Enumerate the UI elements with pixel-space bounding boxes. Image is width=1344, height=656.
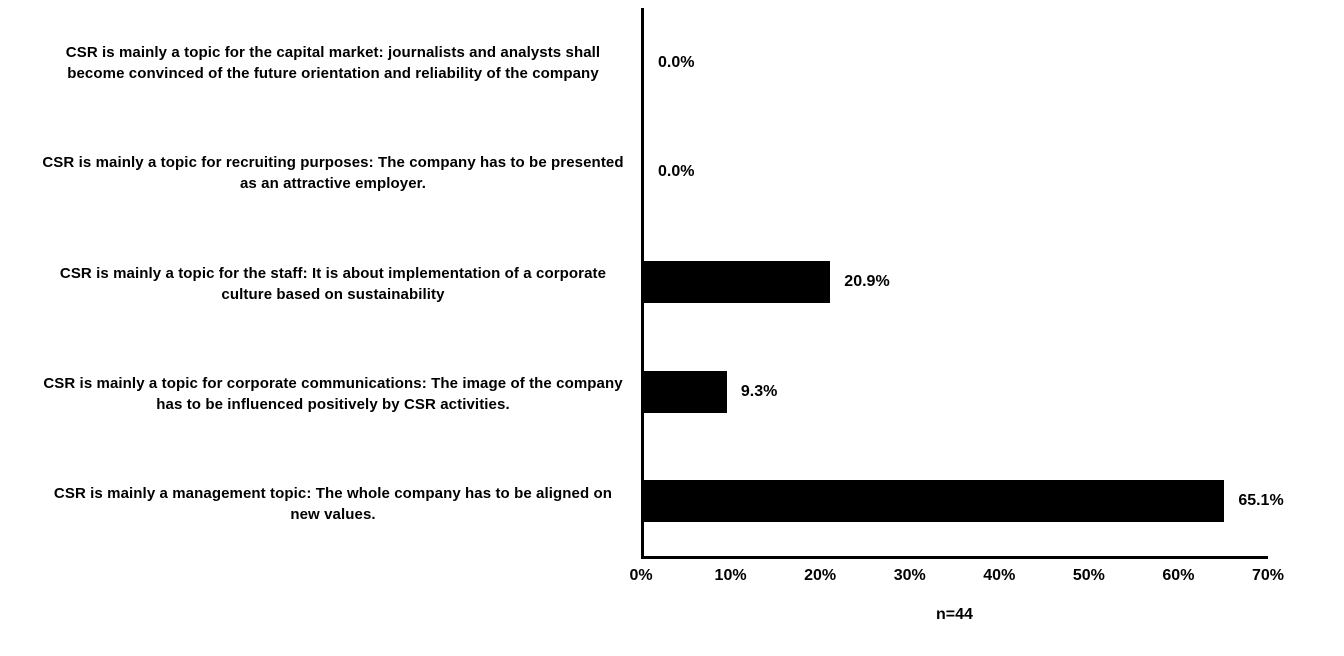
bar-management xyxy=(644,480,1225,523)
bar-value-label: 0.0% xyxy=(658,163,695,181)
bar-row: 0.0% xyxy=(644,118,1268,228)
category-label-capital-market: CSR is mainly a topic for the capital ma… xyxy=(65,44,601,83)
category-label-recruiting: CSR is mainly a topic for recruiting pur… xyxy=(42,154,624,193)
x-tick-70: 70% xyxy=(1251,567,1285,584)
category-label-communications: CSR is mainly a topic for corporate comm… xyxy=(43,374,623,413)
bar-row: 9.3% xyxy=(644,337,1268,447)
bar-value-label: 9.3% xyxy=(740,382,778,400)
bar-row: 0.0% xyxy=(644,8,1268,118)
category-label-management: CSR is mainly a management topic: The wh… xyxy=(53,484,613,523)
bar-row: 20.9% xyxy=(644,227,1268,337)
sample-size-note: n=44 xyxy=(936,606,973,623)
plot-area: 0.0% 0.0% 20.9% 9.3% 65.1% xyxy=(641,8,1284,559)
bar-value-label: 65.1% xyxy=(1238,492,1284,510)
x-tick-50: 50% xyxy=(1072,567,1105,584)
x-tick-0: 0% xyxy=(629,567,653,584)
x-tick-20: 20% xyxy=(804,567,837,584)
x-axis-tick-labels: 0% 10% 20% 30% 40% 50% 60% 70% xyxy=(629,567,1284,589)
x-tick-40: 40% xyxy=(983,567,1016,584)
x-tick-60: 60% xyxy=(1162,567,1195,584)
bar-row: 65.1% xyxy=(644,446,1284,556)
bar-communications xyxy=(644,370,727,413)
category-labels: CSR is mainly a topic for the capital ma… xyxy=(0,8,632,559)
category-label-staff: CSR is mainly a topic for the staff: It … xyxy=(59,264,607,303)
x-tick-30: 30% xyxy=(893,567,926,584)
x-tick-10: 10% xyxy=(714,567,747,584)
bar-value-label: 0.0% xyxy=(658,53,695,71)
bar-staff xyxy=(644,260,831,303)
bar-value-label: 20.9% xyxy=(844,272,890,290)
